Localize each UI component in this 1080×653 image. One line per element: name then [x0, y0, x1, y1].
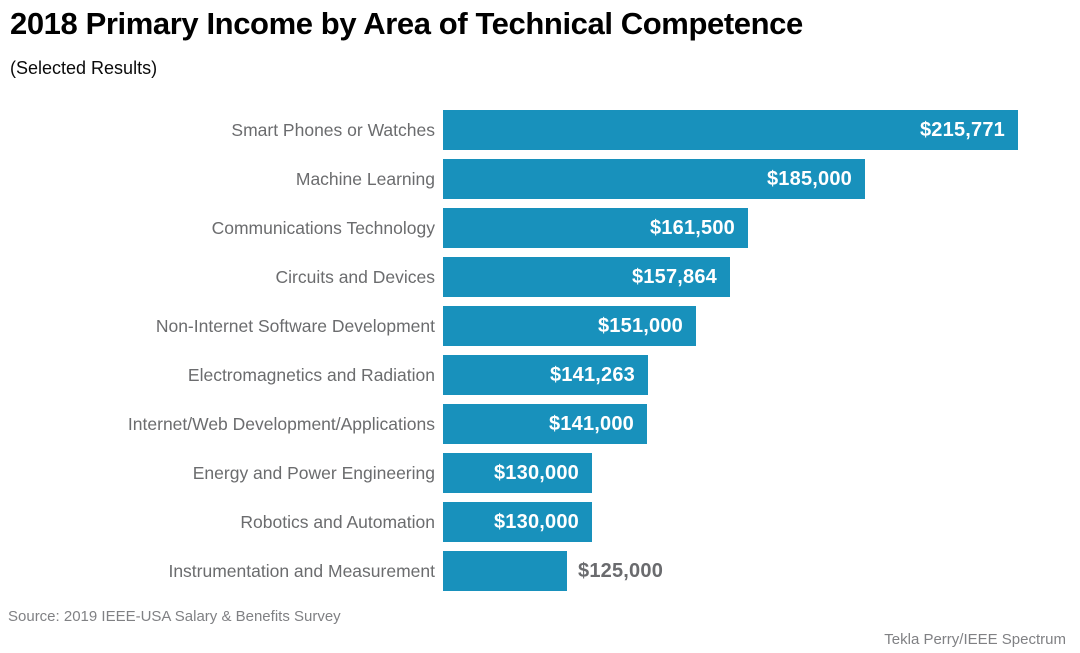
page-title: 2018 Primary Income by Area of Technical…: [10, 6, 803, 41]
bar-value-label: $130,000: [493, 510, 579, 533]
bar-track: $130,000: [443, 453, 1080, 493]
bar-track: $185,000: [443, 159, 1080, 199]
category-label: Machine Learning: [295, 169, 435, 189]
bar-row: Communications Technology $161,500: [0, 208, 1080, 248]
bar-value-label: $141,263: [549, 363, 635, 386]
bar-track: $141,000: [443, 404, 1080, 444]
category-label: Non-Internet Software Development: [155, 316, 435, 336]
bar: $130,000: [443, 453, 592, 493]
category-label: Robotics and Automation: [240, 512, 435, 532]
category-label: Smart Phones or Watches: [231, 120, 435, 140]
bar-row: Robotics and Automation $130,000: [0, 502, 1080, 542]
chart-rows: Smart Phones or Watches $215,771 Machine L…: [0, 110, 1080, 591]
bar-row: Electromagnetics and Radiation $141,263: [0, 355, 1080, 395]
bar-track: $215,771: [443, 110, 1080, 150]
bar: $141,263: [443, 355, 648, 395]
bar-row: Non-Internet Software Development $151,00…: [0, 306, 1080, 346]
bar-row: Smart Phones or Watches $215,771: [0, 110, 1080, 150]
bar-row: Machine Learning $185,000: [0, 159, 1080, 199]
category-label: Circuits and Devices: [275, 267, 436, 287]
bar: $151,000: [443, 306, 696, 346]
bar-value-label: $215,771: [919, 118, 1005, 141]
bar: $215,771: [443, 110, 1018, 150]
bar-value-label: $130,000: [493, 461, 579, 484]
bar-row: Instrumentation and Measurement $125,000: [0, 551, 1080, 591]
bar-row: Energy and Power Engineering $130,000: [0, 453, 1080, 493]
bar: $185,000: [443, 159, 865, 199]
bar: $141,000: [443, 404, 647, 444]
bar-track: $141,263: [443, 355, 1080, 395]
bar-row: Circuits and Devices $157,864: [0, 257, 1080, 297]
source-note: Source: 2019 IEEE-USA Salary & Benefits …: [8, 608, 341, 625]
bar-value-label: $151,000: [597, 314, 683, 337]
page-subtitle: (Selected Results): [10, 58, 158, 78]
credit-note: Tekla Perry/IEEE Spectrum: [884, 631, 1066, 648]
bar-value-label: $157,864: [631, 265, 717, 288]
bar-value-label: $161,500: [649, 216, 735, 239]
category-label: Energy and Power Engineering: [192, 463, 435, 483]
category-label: Electromagnetics and Radiation: [187, 365, 435, 385]
bar-track: $151,000: [443, 306, 1080, 346]
bar-track: $130,000: [443, 502, 1080, 542]
bar-value-label: $141,000: [548, 412, 634, 435]
category-label: Communications Technology: [211, 218, 435, 238]
bar-row: Internet/Web Development/Applications $14…: [0, 404, 1080, 444]
bar: [443, 551, 567, 591]
bar-value-label: $125,000: [578, 559, 664, 582]
bar-track: $125,000: [443, 551, 1080, 591]
category-label: Internet/Web Development/Applications: [127, 414, 435, 434]
bar-value-label: $185,000: [766, 167, 852, 190]
bar-track: $161,500: [443, 208, 1080, 248]
bar: $161,500: [443, 208, 748, 248]
bar: $130,000: [443, 502, 592, 542]
bar: $157,864: [443, 257, 730, 297]
category-label: Instrumentation and Measurement: [168, 561, 435, 581]
bar-track: $157,864: [443, 257, 1080, 297]
